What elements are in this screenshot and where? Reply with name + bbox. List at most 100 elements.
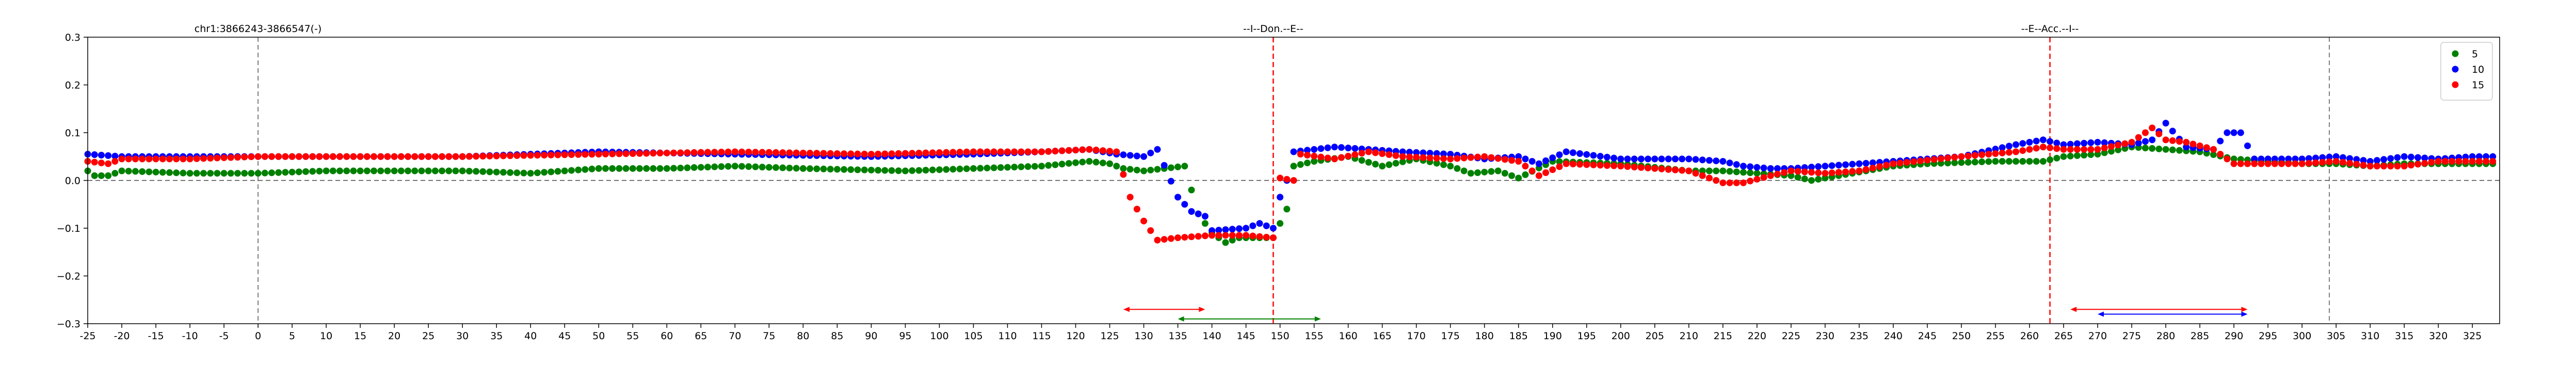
point-10-328 bbox=[2319, 154, 2326, 161]
x-tick-label-25: 100 bbox=[930, 330, 948, 342]
point-15-251 bbox=[1794, 168, 1801, 175]
point-10-236 bbox=[1692, 156, 1699, 163]
point-15-84 bbox=[656, 150, 664, 157]
point-5-52 bbox=[439, 167, 446, 174]
point-10-225 bbox=[1617, 155, 1624, 163]
x-tick-label-67: 310 bbox=[2361, 330, 2379, 342]
point-10-153 bbox=[1126, 152, 1134, 159]
point-5-255 bbox=[1822, 174, 1829, 182]
point-10-239 bbox=[1713, 157, 1720, 165]
point-15-21 bbox=[227, 154, 234, 161]
point-5-110 bbox=[833, 166, 841, 173]
point-5-304 bbox=[2155, 145, 2163, 152]
point-5-22 bbox=[234, 170, 241, 177]
point-5-78 bbox=[616, 165, 623, 172]
point-5-151 bbox=[1113, 163, 1120, 170]
point-15-103 bbox=[786, 149, 793, 156]
point-5-76 bbox=[602, 165, 609, 172]
legend-marker-5 bbox=[2452, 50, 2459, 57]
point-15-254 bbox=[1815, 169, 1822, 177]
point-15-286 bbox=[2033, 145, 2040, 152]
point-15-93 bbox=[718, 148, 725, 155]
point-15-263 bbox=[1876, 163, 1883, 170]
point-5-133 bbox=[990, 164, 997, 171]
point-15-145 bbox=[1072, 147, 1079, 154]
point-5-47 bbox=[405, 167, 412, 174]
point-5-95 bbox=[731, 163, 738, 170]
point-10-281 bbox=[1999, 144, 2006, 151]
point-10-152 bbox=[1120, 151, 1127, 158]
annotations: chr1:3866243-3866547(-) --I--Don.--E-- --E… bbox=[195, 23, 2079, 35]
point-5-49 bbox=[418, 167, 425, 174]
point-5-179 bbox=[1303, 160, 1311, 167]
point-15-50 bbox=[425, 153, 432, 160]
y-axis: −0.3 −0.2 −0.1 0.0 0.1 0.2 0.3 bbox=[57, 32, 88, 330]
point-5-147 bbox=[1086, 158, 1093, 165]
x-tick-label-28: 115 bbox=[1032, 330, 1051, 342]
point-10-183 bbox=[1331, 144, 1338, 151]
point-5-55 bbox=[459, 167, 466, 174]
point-15-180 bbox=[1311, 152, 1318, 160]
point-15-305 bbox=[2162, 136, 2169, 144]
series-15 bbox=[84, 124, 2497, 244]
point-5-48 bbox=[411, 167, 418, 174]
point-15-38 bbox=[343, 153, 350, 160]
point-15-4 bbox=[111, 158, 119, 165]
point-15-268 bbox=[1910, 158, 1918, 165]
point-5-293 bbox=[2081, 151, 2088, 158]
point-10-247 bbox=[1767, 165, 1774, 172]
x-tick-label-6: 5 bbox=[289, 330, 295, 342]
point-10-194 bbox=[1406, 149, 1413, 156]
point-5-206 bbox=[1488, 168, 1495, 175]
point-5-32 bbox=[302, 168, 310, 175]
point-15-107 bbox=[813, 150, 820, 157]
point-15-312 bbox=[2210, 146, 2217, 153]
point-15-214 bbox=[1542, 169, 1550, 176]
point-5-192 bbox=[1392, 160, 1399, 167]
point-5-45 bbox=[391, 167, 398, 174]
point-15-315 bbox=[2230, 160, 2237, 167]
point-5-112 bbox=[847, 166, 855, 173]
point-10-350 bbox=[2469, 153, 2476, 160]
point-15-143 bbox=[1058, 147, 1066, 154]
point-15-37 bbox=[336, 153, 344, 160]
point-15-338 bbox=[2387, 163, 2394, 170]
point-15-319 bbox=[2258, 160, 2265, 167]
point-5-291 bbox=[2067, 152, 2074, 160]
point-15-146 bbox=[1079, 146, 1086, 153]
point-15-159 bbox=[1167, 235, 1174, 242]
point-10-341 bbox=[2407, 153, 2414, 161]
point-5-104 bbox=[793, 165, 800, 172]
point-5-118 bbox=[888, 167, 895, 174]
point-5-275 bbox=[1958, 159, 1965, 166]
point-5-187 bbox=[1358, 157, 1365, 164]
point-15-292 bbox=[2073, 146, 2081, 153]
point-5-100 bbox=[765, 164, 772, 171]
point-15-2 bbox=[98, 160, 105, 167]
point-5-148 bbox=[1092, 158, 1100, 166]
x-tick-label-68: 315 bbox=[2395, 330, 2413, 342]
point-10-246 bbox=[1760, 164, 1767, 171]
point-15-122 bbox=[915, 149, 923, 156]
point-10-211 bbox=[1522, 155, 1529, 163]
point-15-247 bbox=[1767, 172, 1774, 179]
point-15-148 bbox=[1092, 147, 1100, 154]
point-15-150 bbox=[1106, 148, 1114, 155]
point-5-280 bbox=[1992, 158, 1999, 165]
point-5-14 bbox=[180, 169, 187, 177]
point-10-352 bbox=[2483, 153, 2490, 160]
point-10-159 bbox=[1167, 178, 1174, 185]
point-15-73 bbox=[582, 151, 589, 158]
point-15-166 bbox=[1215, 232, 1222, 239]
point-15-40 bbox=[357, 153, 364, 160]
point-10-305 bbox=[2162, 120, 2169, 126]
point-15-343 bbox=[2421, 160, 2428, 167]
x-tick-label-41: 180 bbox=[1475, 330, 1494, 342]
point-10-257 bbox=[1835, 162, 1842, 169]
point-5-79 bbox=[622, 165, 630, 172]
point-15-104 bbox=[793, 149, 800, 156]
point-10-196 bbox=[1420, 149, 1427, 156]
point-10-234 bbox=[1679, 155, 1686, 163]
point-15-196 bbox=[1420, 154, 1427, 161]
point-15-34 bbox=[316, 153, 323, 160]
